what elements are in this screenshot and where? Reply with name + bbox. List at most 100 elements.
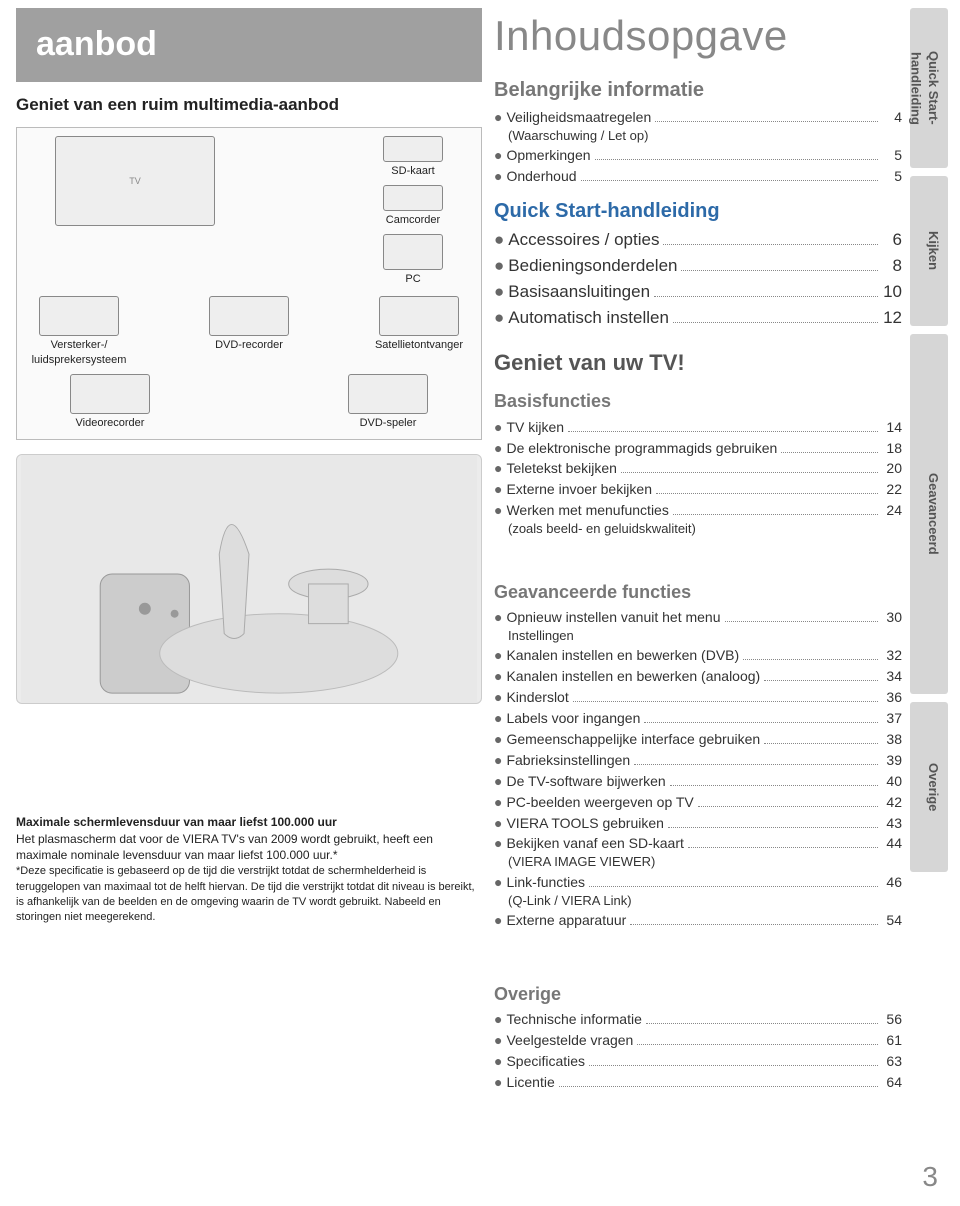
toc-dots bbox=[663, 244, 878, 245]
toc-line[interactable]: ●Onderhoud5 bbox=[494, 167, 902, 186]
toc-subtext: (Q-Link / VIERA Link) bbox=[508, 892, 902, 910]
toc-line[interactable]: ●Licentie64 bbox=[494, 1073, 902, 1092]
toc-label: Veelgestelde vragen bbox=[506, 1031, 633, 1050]
toc-line[interactable]: ●De TV-software bijwerken40 bbox=[494, 772, 902, 791]
toc-label: Technische informatie bbox=[506, 1010, 641, 1029]
toc-line[interactable]: ●Externe invoer bekijken22 bbox=[494, 480, 902, 499]
sec3-list: ●TV kijken14 ●De elektronische programmag… bbox=[494, 418, 902, 538]
toc-dots bbox=[670, 785, 878, 786]
tab-quickstart[interactable]: Quick Start- handleiding bbox=[910, 8, 948, 168]
toc-page: 54 bbox=[882, 911, 902, 930]
toc-page: 56 bbox=[882, 1010, 902, 1029]
toc-label: TV kijken bbox=[506, 418, 564, 437]
toc-page: 36 bbox=[882, 688, 902, 707]
toc-page: 22 bbox=[882, 480, 902, 499]
toc-page: 10 bbox=[882, 281, 902, 304]
toc-label: PC-beelden weergeven op TV bbox=[506, 793, 693, 812]
toc-dots bbox=[621, 472, 878, 473]
bullet-icon: ● bbox=[494, 793, 502, 812]
toc-line[interactable]: ●Bekijken vanaf een SD-kaart44 bbox=[494, 834, 902, 853]
toc-line[interactable]: ●De elektronische programmagids gebruike… bbox=[494, 439, 902, 458]
toc-dots bbox=[764, 743, 878, 744]
toc-page: 39 bbox=[882, 751, 902, 770]
toc-line[interactable]: ●Link-functies46 bbox=[494, 873, 902, 892]
toc-line[interactable]: ●PC-beelden weergeven op TV 42 bbox=[494, 793, 902, 812]
toc-dots bbox=[743, 659, 878, 660]
toc-line[interactable]: ●Veiligheidsmaatregelen4 bbox=[494, 108, 902, 127]
tab-kijken[interactable]: Kijken bbox=[910, 176, 948, 326]
toc-label: Externe invoer bekijken bbox=[506, 480, 652, 499]
toc-label: Labels voor ingangen bbox=[506, 709, 640, 728]
bullet-icon: ● bbox=[494, 688, 502, 707]
toc-page: 30 bbox=[882, 608, 902, 627]
geniet-head: Geniet van uw TV! bbox=[494, 348, 902, 378]
toc-subtext: (zoals beeld- en geluidskwaliteit) bbox=[508, 520, 902, 538]
sec2-head: Quick Start-handleiding bbox=[494, 198, 902, 225]
toc-line[interactable]: ●VIERA TOOLS gebruiken43 bbox=[494, 814, 902, 833]
toc-line[interactable]: ●Technische informatie 56 bbox=[494, 1010, 902, 1029]
toc-page: 4 bbox=[882, 108, 902, 127]
toc-line[interactable]: ●Werken met menufuncties24 bbox=[494, 501, 902, 520]
toc-dots bbox=[559, 1086, 878, 1087]
toc-page: 32 bbox=[882, 646, 902, 665]
device-diagram: TV SD-kaart Camcorder PC bbox=[16, 127, 482, 440]
sec5-head: Overige bbox=[494, 982, 902, 1006]
bullet-icon: ● bbox=[494, 439, 502, 458]
toc-line[interactable]: ●TV kijken14 bbox=[494, 418, 902, 437]
toc-label: Externe apparatuur bbox=[506, 911, 626, 930]
toc-line[interactable]: ●Kanalen instellen en bewerken (analoog)… bbox=[494, 667, 902, 686]
toc-line[interactable]: ●Basisaansluitingen10 bbox=[494, 281, 902, 304]
toc-label: VIERA TOOLS gebruiken bbox=[506, 814, 663, 833]
toc-line[interactable]: ●Gemeenschappelijke interface gebruiken3… bbox=[494, 730, 902, 749]
amp-icon bbox=[39, 296, 119, 336]
sec5-list: ●Technische informatie56●Veelgestelde vr… bbox=[494, 1010, 902, 1092]
toc-page: 34 bbox=[882, 667, 902, 686]
toc-dots bbox=[673, 514, 878, 515]
aanbod-subhead: Geniet van een ruim multimedia-aanbod bbox=[16, 94, 482, 117]
toc-dots bbox=[668, 827, 878, 828]
toc-label: Kinderslot bbox=[506, 688, 568, 707]
toc-page: 42 bbox=[882, 793, 902, 812]
toc-label: Opmerkingen bbox=[506, 146, 590, 165]
toc-line[interactable]: ●Externe apparatuur 54 bbox=[494, 911, 902, 930]
toc-line[interactable]: ●Specificaties63 bbox=[494, 1052, 902, 1071]
bullet-icon: ● bbox=[494, 501, 502, 520]
bullet-icon: ● bbox=[494, 1010, 502, 1029]
bullet-icon: ● bbox=[494, 1031, 502, 1050]
bullet-icon: ● bbox=[494, 911, 502, 930]
toc-page: 20 bbox=[882, 459, 902, 478]
pc-icon bbox=[383, 234, 443, 270]
toc-dots bbox=[589, 1065, 878, 1066]
toc-line[interactable]: ●Automatisch instellen12 bbox=[494, 307, 902, 330]
toc-dots bbox=[595, 159, 878, 160]
toc-line[interactable]: ●Opmerkingen5 bbox=[494, 146, 902, 165]
bullet-icon: ● bbox=[494, 418, 502, 437]
toc-dots bbox=[568, 431, 878, 432]
toc-line[interactable]: ●Bedieningsonderdelen8 bbox=[494, 255, 902, 278]
bullet-icon: ● bbox=[494, 108, 502, 127]
sec3-head: Basisfuncties bbox=[494, 389, 902, 413]
toc-line[interactable]: ●Accessoires / opties6 bbox=[494, 229, 902, 252]
toc-line[interactable]: ●Fabrieksinstellingen39 bbox=[494, 751, 902, 770]
tab-overige[interactable]: Overige bbox=[910, 702, 948, 872]
toc-dots bbox=[637, 1044, 878, 1045]
toc-page: 6 bbox=[882, 229, 902, 252]
toc-line[interactable]: ●Veelgestelde vragen61 bbox=[494, 1031, 902, 1050]
toc-line[interactable]: ●Kanalen instellen en bewerken (DVB)32 bbox=[494, 646, 902, 665]
toc-line[interactable]: ●Teletekst bekijken20 bbox=[494, 459, 902, 478]
bullet-icon: ● bbox=[494, 873, 502, 892]
toc-line[interactable]: ●Labels voor ingangen37 bbox=[494, 709, 902, 728]
side-tabs: Quick Start- handleiding Kijken Geavance… bbox=[910, 8, 948, 1094]
bullet-icon: ● bbox=[494, 709, 502, 728]
sat-label: Satellietontvanger bbox=[375, 338, 463, 353]
bullet-icon: ● bbox=[494, 146, 502, 165]
tab-geavanceerd[interactable]: Geavanceerd bbox=[910, 334, 948, 694]
toc-dots bbox=[688, 847, 878, 848]
toc-line[interactable]: ●Opnieuw instellen vanuit het menu30 bbox=[494, 608, 902, 627]
sdcard-label: SD-kaart bbox=[391, 164, 434, 179]
bullet-icon: ● bbox=[494, 1052, 502, 1071]
toc-label: Bedieningsonderdelen bbox=[508, 255, 677, 278]
toc-line[interactable]: ●Kinderslot 36 bbox=[494, 688, 902, 707]
left-column: aanbod Geniet van een ruim multimedia-aa… bbox=[0, 0, 490, 1102]
toc-dots bbox=[725, 621, 879, 622]
